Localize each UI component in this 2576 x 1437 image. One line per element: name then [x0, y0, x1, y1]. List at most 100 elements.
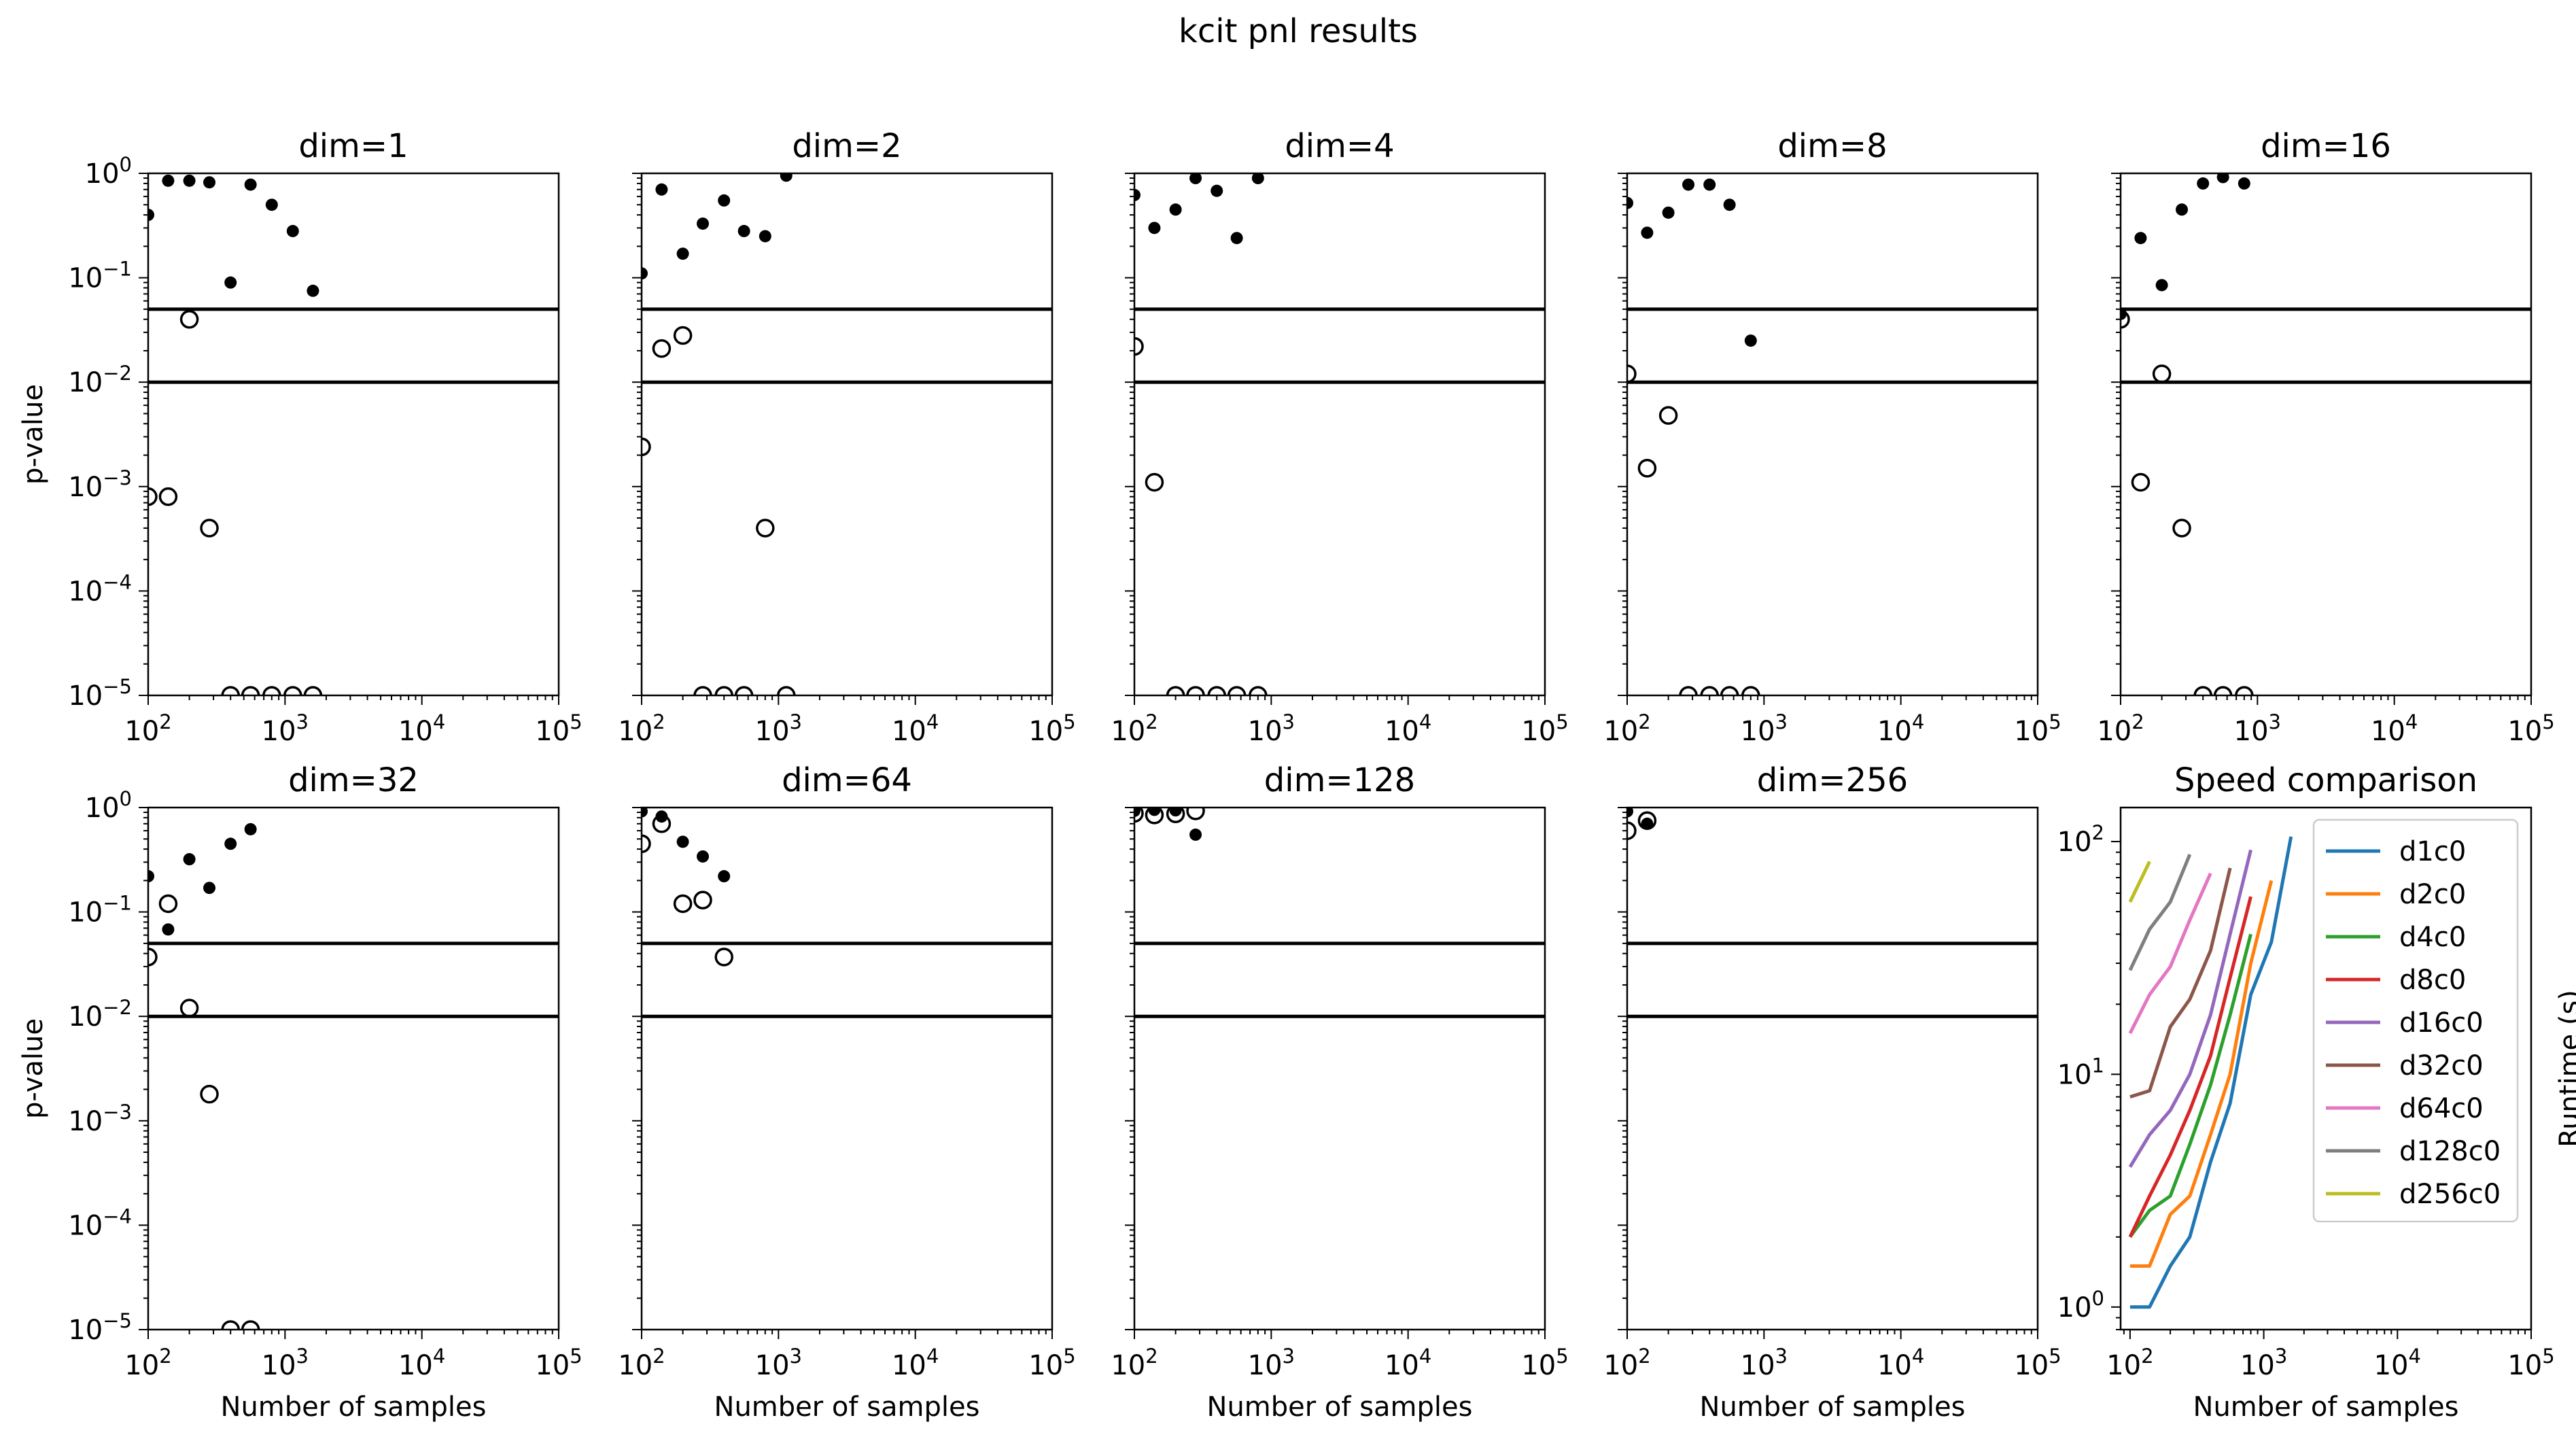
plot-area [148, 823, 260, 1330]
data-point-open [2172, 519, 2191, 538]
data-point-filled [697, 217, 710, 230]
data-point-filled [642, 808, 648, 818]
x-tick-label: 103 [262, 1345, 309, 1381]
x-tick-label: 102 [1111, 710, 1158, 747]
subplot-9: dim=256 102 103 104 105 Number of samples [1603, 761, 2061, 1423]
data-point-filled [1134, 808, 1141, 817]
data-point-filled [1211, 184, 1223, 197]
data-point-filled [2134, 232, 2147, 245]
data-point-open [1679, 686, 1698, 695]
y-tick-label: 100 [85, 153, 132, 190]
data-point-open [179, 309, 199, 329]
data-point-filled [1148, 222, 1161, 235]
data-point-open [1627, 821, 1637, 840]
data-point-open [1658, 406, 1678, 425]
data-point-open [1637, 811, 1657, 830]
data-point-open [734, 686, 754, 695]
data-point-filled [718, 870, 731, 883]
x-axis-label: Number of samples [714, 1391, 980, 1423]
legend-label: d64c0 [2399, 1093, 2484, 1124]
legend-label: d16c0 [2399, 1007, 2484, 1039]
data-point-open [642, 834, 651, 854]
data-point-open [179, 999, 199, 1018]
data-point-filled [203, 176, 216, 189]
axes-frame [1133, 172, 1546, 697]
x-tick-label: 105 [2014, 1345, 2061, 1381]
data-point-open [673, 894, 693, 914]
x-tick-label: 104 [1385, 1345, 1431, 1381]
data-point-open [777, 686, 796, 695]
data-point-open [148, 948, 158, 967]
data-point-filled [1627, 196, 1633, 209]
data-point-open [652, 814, 672, 833]
subplot-3: dim=4 102 103 104 105 [1111, 127, 1568, 747]
x-tick-label: 104 [1877, 1345, 1924, 1381]
data-point-open [1227, 686, 1247, 695]
x-tick-label: 103 [1248, 710, 1295, 747]
x-tick-label: 105 [1521, 1345, 1568, 1381]
axes-frame [2119, 806, 2533, 1331]
subplot-5: dim=16 102 103 104 105 [2097, 127, 2554, 747]
x-tick-label: 103 [1248, 1345, 1295, 1381]
legend: d1c0 d2c0 d4c0 d8c0 d16c0 d32c0 d64c0 d128c0 d25… [2312, 818, 2519, 1223]
data-point-filled [162, 923, 175, 936]
figure-title: kcit pnl results [1179, 12, 1418, 50]
subplot-7: dim=64 102 103 104 105 Number of samples [618, 761, 1075, 1423]
x-tick-label: 105 [535, 1345, 582, 1381]
data-point-open [673, 326, 693, 345]
data-point-open [1186, 808, 1205, 820]
legend-label: d2c0 [2399, 879, 2466, 910]
y-tick-label: 10−2 [68, 362, 132, 398]
data-point-filled [148, 209, 154, 222]
x-tick-label: 104 [398, 710, 445, 747]
data-point-filled [183, 853, 196, 866]
data-point-filled [676, 835, 689, 848]
y-tick-label: 10−5 [68, 675, 132, 712]
data-point-filled [286, 224, 299, 237]
x-tick-label: 104 [1877, 710, 1924, 747]
y-tick-label: 10−5 [68, 1309, 132, 1346]
y-tick-label: 101 [2057, 1054, 2104, 1090]
x-tick-label: 102 [618, 710, 665, 747]
data-point-filled [1134, 188, 1141, 201]
x-tick-label: 102 [1603, 1345, 1650, 1381]
data-point-open [1700, 686, 1719, 695]
data-point-open [200, 519, 219, 538]
data-point-open [1166, 686, 1185, 695]
data-point-filled [224, 276, 237, 289]
data-point-filled [655, 183, 668, 196]
x-axis-label: Number of samples [2193, 1391, 2459, 1423]
data-point-filled [224, 837, 237, 850]
data-point-filled [697, 850, 710, 863]
x-tick-label: 104 [2374, 1345, 2421, 1381]
data-point-filled [1169, 808, 1182, 817]
data-point-open [158, 894, 178, 914]
subplot-title: Speed comparison [2174, 761, 2477, 799]
y-axis-label: p-value [18, 1018, 49, 1119]
data-point-open [1249, 686, 1268, 695]
data-point-filled [244, 178, 257, 191]
data-point-filled [737, 224, 750, 237]
data-point-open [1145, 808, 1164, 825]
data-point-filled [1682, 178, 1695, 191]
data-point-open [2235, 686, 2254, 695]
data-point-open [1207, 686, 1226, 695]
subplot-title: dim=16 [2261, 127, 2391, 165]
data-point-open [1134, 808, 1144, 823]
data-point-filled [2238, 177, 2250, 190]
subplot-title: dim=1 [298, 127, 408, 165]
axes-frame [640, 806, 1054, 1331]
data-point-filled [244, 823, 257, 835]
data-point-open [1145, 472, 1164, 492]
data-point-filled [2216, 173, 2229, 184]
legend-label: d4c0 [2399, 922, 2466, 953]
data-point-filled [1744, 334, 1757, 347]
axes-frame [147, 806, 560, 1331]
axes-frame [147, 172, 560, 697]
legend-label: d32c0 [2399, 1050, 2484, 1081]
axes-frame [1626, 172, 2039, 697]
data-point-filled [1662, 206, 1675, 219]
y-tick-label: 10−2 [68, 996, 132, 1033]
x-tick-label: 103 [755, 710, 802, 747]
